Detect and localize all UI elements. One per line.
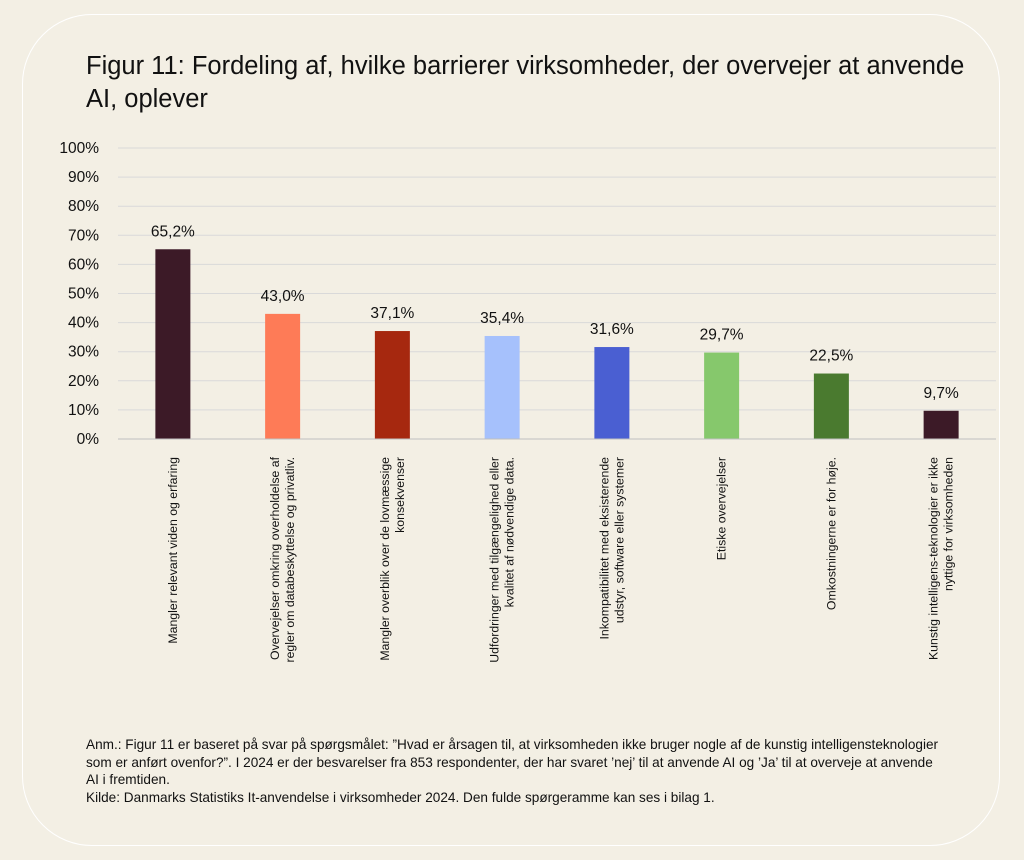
gridlines bbox=[118, 147, 996, 411]
x-tick-label: Inkompatibilitet med eksisterendeudstyr,… bbox=[597, 457, 626, 640]
bar bbox=[704, 352, 740, 439]
chart-title: Figur 11: Fordeling af, hvilke barrierer… bbox=[86, 52, 965, 113]
y-tick-label: 30% bbox=[68, 344, 99, 361]
y-tick-label: 60% bbox=[68, 256, 99, 273]
bars bbox=[155, 249, 959, 439]
data-label: 35,4% bbox=[480, 310, 524, 327]
x-tick-label: Etiske overvejelser bbox=[715, 457, 729, 560]
y-tick-label: 70% bbox=[68, 227, 99, 244]
value-labels: 65,2% 43,0% 37,1% 35,4% 31,6% 29,7% 22,5% 9,7% bbox=[151, 223, 959, 402]
data-label: 9,7% bbox=[923, 385, 959, 402]
y-tick-label: 100% bbox=[59, 140, 99, 157]
y-tick-label: 80% bbox=[68, 198, 99, 215]
y-tick-label: 40% bbox=[68, 315, 99, 332]
y-tick-label: 90% bbox=[68, 169, 99, 186]
x-tick-label: Kunstig intelligens-teknologier er ikken… bbox=[927, 457, 956, 660]
x-tick-label: Udfordringer med tilgængelighed ellerkva… bbox=[488, 457, 517, 663]
x-axis-labels: Mangler relevant viden og erfaring Overve… bbox=[166, 456, 956, 662]
data-label: 65,2% bbox=[151, 223, 195, 240]
bar bbox=[155, 249, 191, 439]
data-label: 43,0% bbox=[261, 288, 305, 305]
bar bbox=[374, 331, 410, 439]
footnote: Anm.: Figur 11 er baseret på svar på spø… bbox=[86, 736, 946, 806]
data-label: 29,7% bbox=[700, 327, 744, 344]
x-tick-label: Mangler relevant viden og erfaring bbox=[166, 457, 180, 644]
bar bbox=[484, 335, 520, 439]
bar bbox=[265, 313, 301, 439]
y-tick-label: 0% bbox=[77, 431, 100, 448]
bar bbox=[923, 410, 959, 439]
data-label: 37,1% bbox=[370, 305, 414, 322]
x-tick-label: Mangler overblik over de lovmæssigekonse… bbox=[378, 457, 407, 661]
bar bbox=[813, 373, 849, 439]
y-axis-ticks: 0% 10% 20% 30% 40% 50% 60% 70% 80% 90% 100% bbox=[59, 140, 99, 448]
y-tick-label: 10% bbox=[68, 402, 99, 419]
data-label: 22,5% bbox=[809, 348, 853, 365]
footnote-annotation: Anm.: Figur 11 er baseret på svar på spø… bbox=[86, 737, 939, 787]
bar-chart: 0% 10% 20% 30% 40% 50% 60% 70% 80% 90% 100% 65,2% 4… bbox=[59, 140, 996, 663]
footnote-source: Kilde: Danmarks Statistiks It-anvendelse… bbox=[86, 789, 715, 805]
x-tick-label: Overvejelser omkring overholdelse afregl… bbox=[268, 456, 297, 662]
x-tick-label: Omkostningerne er for høje. bbox=[824, 457, 838, 610]
y-tick-label: 50% bbox=[68, 286, 99, 303]
y-tick-label: 20% bbox=[68, 373, 99, 390]
data-label: 31,6% bbox=[590, 321, 634, 338]
bar bbox=[594, 347, 630, 439]
